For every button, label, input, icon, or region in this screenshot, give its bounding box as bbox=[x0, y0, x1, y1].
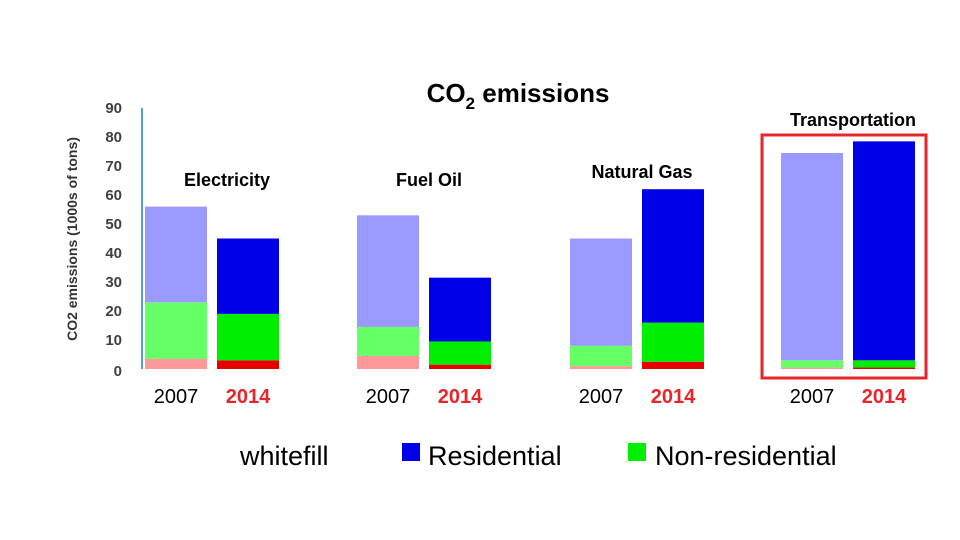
legend-swatch-non-residential bbox=[628, 443, 646, 461]
bar-segment-non-residential bbox=[853, 360, 915, 368]
y-tick-label: 10 bbox=[105, 332, 122, 349]
legend-swatch-residential bbox=[402, 443, 420, 461]
year-label: 2014 bbox=[438, 386, 483, 408]
legend-label-whitefill: whitefill bbox=[239, 441, 329, 471]
group-label-transportation: Transportation bbox=[790, 110, 916, 130]
bar-electricity-2007 bbox=[145, 206, 207, 369]
bar-segment-whitefill bbox=[853, 367, 915, 369]
bar-fuel-oil-2007 bbox=[357, 215, 419, 369]
bar-segment-non-residential bbox=[145, 302, 207, 359]
bar-segment-non-residential bbox=[429, 341, 491, 365]
bar-segment-non-residential bbox=[357, 326, 419, 356]
legend-swatch-whitefill bbox=[222, 443, 240, 461]
bar-segment-residential bbox=[217, 238, 279, 314]
y-tick-label: 20 bbox=[105, 303, 122, 320]
category-labels: 2007 2014 Electricity 2007 2014 Fuel Oil 2007 2… bbox=[154, 110, 916, 408]
chart-title-main: CO bbox=[427, 78, 466, 108]
legend-label-non-residential: Non-residential bbox=[655, 441, 837, 471]
bar-transportation-2007 bbox=[781, 152, 843, 369]
y-axis-ticks: 0 10 20 30 40 50 60 70 80 90 bbox=[105, 100, 122, 380]
bar-segment-non-residential bbox=[217, 313, 279, 361]
y-tick-label: 30 bbox=[105, 274, 122, 291]
y-tick-label: 50 bbox=[105, 216, 122, 233]
legend: whitefill Residential Non-residential bbox=[222, 441, 837, 471]
bar-segment-whitefill bbox=[217, 360, 279, 369]
y-axis-label: CO2 emissions (1000s of tons) bbox=[64, 137, 80, 341]
year-label: 2007 bbox=[154, 386, 199, 408]
bar-segment-whitefill bbox=[642, 361, 704, 369]
y-tick-label: 70 bbox=[105, 158, 122, 175]
year-label: 2014 bbox=[862, 386, 907, 408]
highlight-box bbox=[760, 133, 928, 380]
y-tick-label: 80 bbox=[105, 129, 122, 146]
bar-segment-whitefill bbox=[429, 364, 491, 369]
bar-segment-residential bbox=[429, 277, 491, 342]
y-tick-label: 90 bbox=[105, 100, 122, 117]
y-tick-label: 0 bbox=[114, 363, 122, 380]
y-tick-label: 60 bbox=[105, 187, 122, 204]
bar-segment-whitefill bbox=[357, 355, 419, 369]
bar-segment-non-residential bbox=[781, 360, 843, 368]
bar-segment-residential bbox=[145, 206, 207, 303]
year-label: 2014 bbox=[651, 386, 696, 408]
bar-segment-non-residential bbox=[570, 345, 632, 367]
year-label: 2007 bbox=[579, 386, 624, 408]
bar-segment-whitefill bbox=[570, 366, 632, 369]
bar-segment-residential bbox=[570, 238, 632, 346]
bar-segment-residential bbox=[642, 189, 704, 323]
bar-area bbox=[145, 133, 928, 380]
legend-label-residential: Residential bbox=[428, 441, 562, 471]
group-label-fuel-oil: Fuel Oil bbox=[396, 170, 462, 190]
bar-natural-gas-2007 bbox=[570, 238, 632, 369]
bar-segment-whitefill bbox=[781, 367, 843, 369]
y-tick-label: 40 bbox=[105, 245, 122, 262]
chart-title-subscript: 2 bbox=[466, 94, 475, 113]
chart-title-suffix: emissions bbox=[475, 78, 609, 108]
year-label: 2007 bbox=[790, 386, 835, 408]
bar-natural-gas-2014 bbox=[642, 189, 704, 369]
bar-transportation-2014 bbox=[853, 141, 915, 369]
group-label-natural-gas: Natural Gas bbox=[591, 162, 692, 182]
bar-segment-residential bbox=[357, 215, 419, 327]
bar-electricity-2014 bbox=[217, 238, 279, 369]
bar-segment-residential bbox=[853, 141, 915, 361]
year-label: 2014 bbox=[226, 386, 271, 408]
chart-title: CO2 emissions bbox=[427, 78, 610, 113]
bar-segment-whitefill bbox=[145, 358, 207, 369]
bar-fuel-oil-2014 bbox=[429, 277, 491, 369]
group-label-electricity: Electricity bbox=[184, 170, 270, 190]
bar-segment-residential bbox=[781, 152, 843, 361]
year-label: 2007 bbox=[366, 386, 411, 408]
bar-segment-non-residential bbox=[642, 322, 704, 362]
